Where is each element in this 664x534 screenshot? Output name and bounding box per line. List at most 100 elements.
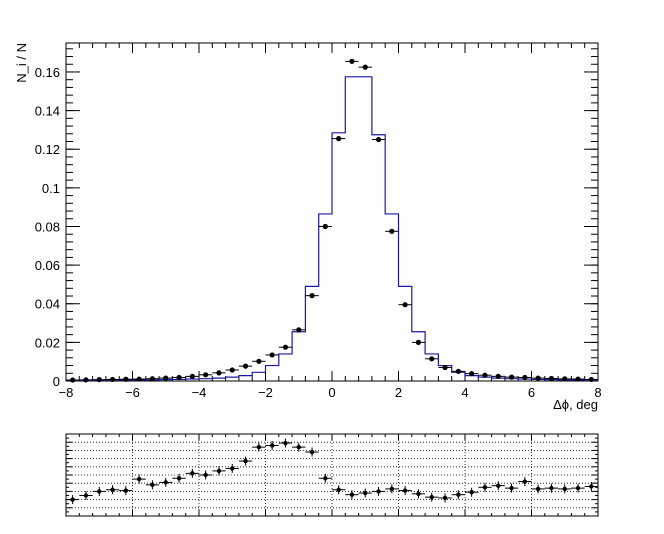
ratio-point — [323, 476, 328, 481]
histogram-step-line — [65, 76, 599, 381]
ratio-point — [97, 489, 102, 494]
ratio-point — [336, 487, 341, 492]
data-point — [189, 373, 195, 379]
data-point — [429, 356, 435, 362]
x-tick-label: 4 — [461, 385, 468, 400]
ratio-point — [296, 444, 301, 450]
data-point — [136, 376, 142, 382]
data-point — [575, 376, 581, 382]
ratio-point — [283, 440, 288, 446]
ratio-point — [136, 476, 142, 482]
ratio-point — [482, 485, 488, 490]
data-point — [415, 339, 422, 345]
ratio-point — [230, 466, 235, 471]
data-point — [229, 367, 235, 373]
x-tick-label: −8 — [59, 385, 74, 400]
ratio-point — [456, 492, 461, 497]
data-point — [495, 373, 501, 379]
ratio-point — [190, 471, 195, 476]
data-point — [70, 377, 76, 383]
x-axis-title: Δϕ, deg — [553, 397, 598, 412]
y-tick-label: 0.12 — [35, 142, 60, 157]
data-point — [548, 375, 555, 382]
ratio-point — [123, 488, 129, 493]
ratio-point — [522, 479, 528, 484]
ratio-point — [309, 449, 315, 455]
ratio-point — [549, 485, 554, 491]
ratio-point — [150, 482, 155, 488]
data-point — [96, 377, 102, 383]
ratio-point — [416, 491, 421, 497]
data-point — [176, 374, 182, 381]
ratio-point — [83, 493, 89, 498]
ratio-point — [363, 490, 368, 496]
y-tick-label: 0.16 — [35, 65, 60, 80]
data-point — [216, 370, 222, 376]
ratio-point — [176, 476, 182, 481]
data-point — [296, 327, 302, 333]
ratio-point — [589, 484, 594, 489]
ratio-point — [110, 487, 115, 492]
data-point — [269, 352, 275, 358]
ratio-point — [469, 490, 474, 495]
ratio-point — [349, 492, 355, 497]
data-point — [375, 136, 382, 143]
ratio-point — [562, 486, 567, 492]
ratio-point — [70, 497, 75, 502]
y-axis-title: N_i / N — [14, 43, 29, 83]
data-point — [522, 374, 528, 381]
data-point — [163, 375, 169, 381]
ratio-point — [535, 486, 541, 492]
ratio-point — [402, 488, 408, 493]
y-tick-label: 0.08 — [35, 219, 60, 234]
ratio-point — [163, 480, 168, 485]
data-point — [256, 358, 262, 364]
y-tick-label: 0.04 — [35, 297, 60, 312]
data-point — [469, 371, 475, 377]
ratio-point — [575, 485, 581, 491]
data-point — [336, 136, 342, 142]
y-tick-label: 0.06 — [35, 258, 60, 273]
ratio-point — [216, 468, 222, 474]
data-point — [455, 368, 461, 374]
ratio-point — [496, 483, 501, 488]
x-tick-label: 8 — [594, 385, 601, 400]
x-tick-label: 0 — [328, 385, 335, 400]
x-tick-label: −4 — [192, 385, 207, 400]
data-point — [83, 377, 89, 383]
ratio-point — [429, 494, 434, 500]
data-point — [535, 375, 541, 381]
data-point — [508, 374, 515, 380]
data-point — [242, 363, 249, 369]
data-point — [203, 372, 209, 378]
x-tick-label: 6 — [528, 385, 535, 400]
ratio-plot-panel — [65, 433, 599, 517]
x-tick-label: −6 — [125, 385, 140, 400]
ratio-point — [256, 444, 262, 450]
y-tick-label: 0 — [53, 374, 60, 389]
data-point — [588, 376, 594, 383]
data-point — [309, 293, 315, 299]
ratio-point — [442, 495, 448, 501]
data-point — [562, 376, 568, 382]
ratio-point — [376, 489, 381, 494]
x-tick-label: 2 — [395, 385, 402, 400]
ratio-point — [203, 472, 208, 478]
data-point — [482, 372, 488, 378]
data-point — [442, 364, 448, 371]
data-point — [402, 302, 408, 308]
data-point — [389, 228, 395, 234]
main-plot-panel: −8 −6 −4 −2 0 2 4 6 8 0 0.02 0.04 0.06 0.08 0.1 0.12 0.1… — [14, 42, 602, 412]
ratio-point — [509, 485, 514, 491]
ratio-point — [243, 458, 248, 464]
data-point — [322, 223, 328, 230]
x-tick-label: −2 — [258, 385, 273, 400]
data-point — [109, 376, 116, 383]
data-point — [282, 344, 289, 350]
data-point — [149, 376, 156, 382]
data-point — [123, 376, 129, 382]
data-point — [362, 64, 368, 70]
data-point — [349, 58, 355, 64]
